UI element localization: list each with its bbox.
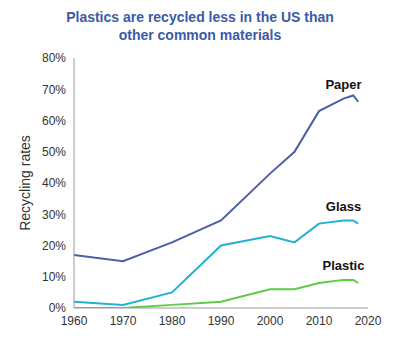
html-text:Plastics are recycled less in: Plastics are recycled less in the US tha… [66, 9, 334, 43]
svg-text:1980: 1980 [159, 314, 186, 328]
svg-text:0%: 0% [49, 301, 67, 315]
svg-text:20%: 20% [42, 239, 66, 253]
svg-text:2020: 2020 [355, 314, 382, 328]
svg-text:30%: 30% [42, 208, 66, 222]
svg-text:2000: 2000 [257, 314, 284, 328]
svg-text:1960: 1960 [61, 314, 88, 328]
svg-text:1970: 1970 [110, 314, 137, 328]
svg-text:10%: 10% [42, 270, 66, 284]
svg-text:Glass: Glass [326, 199, 361, 214]
svg-text:Paper: Paper [325, 77, 361, 92]
svg-text:Plastic: Plastic [323, 258, 365, 273]
svg-text:50%: 50% [42, 145, 66, 159]
svg-text:70%: 70% [42, 83, 66, 97]
svg-text:Recycling rates: Recycling rates [17, 135, 33, 231]
svg-text:1990: 1990 [208, 314, 235, 328]
svg-text:80%: 80% [42, 51, 66, 65]
svg-text:40%: 40% [42, 176, 66, 190]
svg-text:2010: 2010 [306, 314, 333, 328]
svg-text:60%: 60% [42, 114, 66, 128]
